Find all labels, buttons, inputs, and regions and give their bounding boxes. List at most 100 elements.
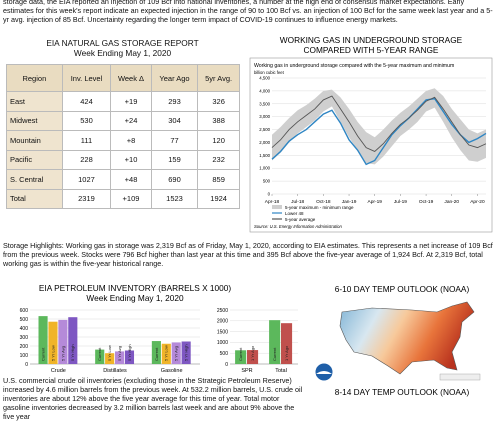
y-tick-label: 1,000	[259, 166, 270, 171]
x-tick-label: Gasoline	[161, 368, 183, 374]
bar	[68, 317, 78, 364]
x-tick-label: Jul-18	[291, 199, 304, 205]
x-tick-label: Crude	[51, 368, 66, 374]
bar-series-label: Current	[97, 347, 102, 361]
chart-title: WORKING GAS IN UNDERGROUND STORAGE	[280, 35, 463, 45]
x-tick-label: Jan-20	[444, 199, 459, 205]
bar-series-label: Current	[154, 347, 159, 361]
y-tick-label: 4,500	[259, 76, 270, 81]
bar-series-label: 5 Yr Avg	[117, 346, 122, 361]
header-cell: Inv. Level	[61, 64, 112, 92]
table-cell: 120	[197, 130, 240, 151]
bar	[247, 350, 259, 364]
y-tick-label: 500	[263, 179, 271, 184]
outlook-maps: 6-10 DAY TEMP OUTLOOK (NOAA) 8-14 DAY TE…	[314, 284, 481, 397]
header-row: Region Inv. Level Week Δ Year Ago 5yr Avg.	[6, 64, 240, 92]
bar-series-label: 1 Yr Ago	[250, 345, 255, 361]
petroleum-chart: EIA PETROLEUM INVENTORY (BARRELS X 1000)…	[20, 283, 298, 374]
x-tick-label: Apr-18	[265, 199, 280, 205]
bar-series-label: Current	[272, 347, 277, 361]
table-cell: 1027	[61, 169, 112, 190]
table-cell: +48	[110, 169, 152, 190]
header-cell: Week Δ	[110, 64, 152, 92]
bar	[38, 316, 48, 364]
bar-series-label: Current	[40, 347, 45, 361]
bar	[181, 341, 191, 364]
table-cell: 2319	[61, 188, 112, 209]
x-tick-label: Total	[275, 368, 287, 374]
legend-swatch	[272, 205, 282, 209]
x-tick-label: Oct-18	[316, 199, 331, 205]
table-cell: Mountain	[6, 130, 63, 151]
table-cell: 293	[150, 91, 199, 112]
table-cell: Total	[6, 188, 63, 209]
header-cell: 5yr Avg.	[197, 64, 240, 92]
table-row: Total 2319 +109 1523 1924	[6, 188, 240, 209]
legend-label: Lower 48	[285, 211, 304, 216]
title: EIA NATURAL GAS STORAGE REPORT	[46, 38, 199, 48]
x-tick-label: Jul-19	[394, 199, 407, 205]
subtitle: Week Ending May 1, 2020	[73, 48, 172, 58]
table-cell: 326	[197, 91, 240, 112]
table-cell: +10	[110, 149, 152, 170]
intro-text: storage data, the EIA reported an inject…	[3, 0, 493, 24]
table-row: Pacific 228 +10 159 232	[6, 149, 240, 170]
bar	[161, 343, 171, 364]
table-cell: 1924	[197, 188, 240, 209]
series-line	[271, 95, 487, 152]
table-cell: +109	[110, 188, 152, 209]
y-tick-label: 400	[20, 326, 29, 332]
table-cell: 859	[197, 169, 240, 190]
y-axis-label: billion cubic feet	[254, 70, 285, 75]
y-tick-label: 3,500	[259, 101, 270, 106]
header-cell: Region	[6, 64, 63, 92]
map-legend	[439, 373, 481, 381]
table-cell: +19	[110, 91, 152, 112]
x-tick-label: Distillates	[103, 368, 127, 374]
y-tick-label: 2,500	[259, 127, 270, 132]
chart-subtitle: Week Ending May 1, 2020	[86, 293, 184, 303]
x-tick-label: Apr-20	[470, 199, 485, 205]
table-row: Midwest 530 +24 304 388	[6, 110, 240, 131]
y-tick-label: 500	[220, 351, 229, 357]
bar-series-label: 5 Yr High	[184, 344, 189, 361]
table-cell: 159	[150, 149, 199, 170]
bar-series-label: 5 Yr Low	[50, 345, 55, 361]
table-cell: 304	[150, 110, 199, 131]
bar	[171, 342, 181, 364]
y-tick-label: 2,000	[259, 140, 270, 145]
legend-label: 5-year maximum - minimum range	[285, 205, 354, 210]
chart-title: EIA PETROLEUM INVENTORY (BARRELS X 1000)	[39, 283, 232, 293]
range-band	[272, 88, 486, 165]
table-cell: 690	[150, 169, 199, 190]
table-cell: S. Central	[6, 169, 63, 190]
table-cell: 111	[61, 130, 112, 151]
table-cell: 77	[150, 130, 199, 151]
header-cell: Year Ago	[150, 64, 199, 92]
y-tick-label: 500	[20, 317, 29, 323]
bar-series-label: 5 Yr High	[70, 344, 75, 361]
table-row: East 424 +19 293 326	[6, 91, 240, 112]
map-title: 8-14 DAY TEMP OUTLOOK (NOAA)	[335, 387, 470, 397]
bar-series-label: 1 Yr Ago	[284, 345, 289, 361]
bar	[235, 350, 247, 364]
bar	[269, 320, 281, 364]
bar-series-label: 5 Yr Low	[164, 345, 169, 361]
petroleum-text: U.S. commercial crude oil inventories (e…	[3, 376, 303, 421]
chart-subtitle: COMPARED WITH 5-YEAR RANGE	[304, 45, 439, 55]
table-cell: 1523	[150, 188, 199, 209]
bar	[95, 349, 105, 364]
y-tick-label: 0	[268, 192, 271, 197]
bar	[124, 350, 135, 364]
y-tick-label: 0	[225, 362, 228, 368]
y-tick-label: 300	[20, 335, 29, 341]
series-line	[271, 97, 487, 166]
table-cell: +8	[110, 130, 152, 151]
y-tick-label: 100	[20, 353, 29, 359]
y-tick-label: 1,500	[259, 153, 270, 158]
source-note: Source: U.S. Energy Information Administ…	[254, 224, 342, 229]
y-tick-label: 200	[20, 344, 29, 350]
highlights-text: Storage Highlights: Working gas in stora…	[3, 241, 493, 268]
bar	[281, 323, 293, 364]
x-tick-label: Jan-19	[342, 199, 357, 205]
